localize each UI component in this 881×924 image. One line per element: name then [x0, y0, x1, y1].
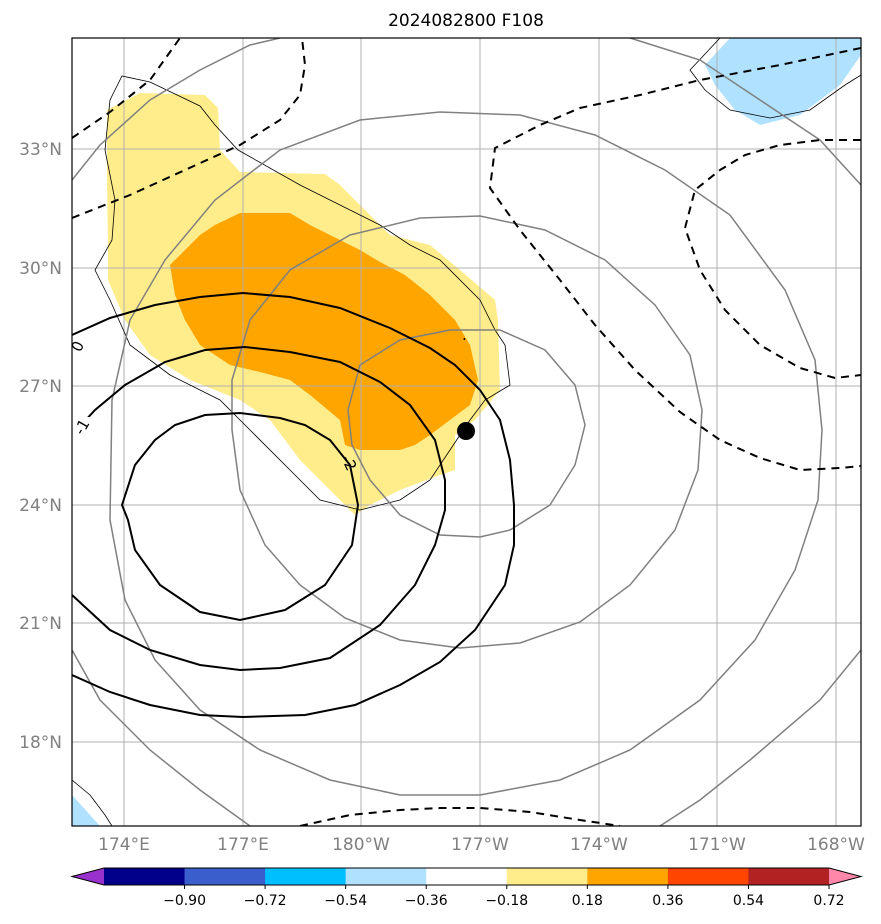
lon-label-177e: 177°E — [217, 835, 269, 855]
feature-outline — [94, 75, 511, 511]
small-mark: . — [462, 326, 467, 344]
map-plot-area: . — [72, 38, 861, 826]
colorbar-segment — [667, 868, 749, 885]
colorbar-segment — [748, 868, 830, 885]
colorbar-tick-label: −0.18 — [485, 893, 528, 909]
plot-frame — [71, 37, 862, 827]
graticule — [72, 38, 861, 826]
colorbar-tick-label: 0.36 — [652, 893, 683, 909]
map-title: 2024082800 F108 — [388, 11, 544, 31]
black-solid-contours — [72, 291, 515, 719]
colorbar-tick-label: −0.72 — [244, 893, 287, 909]
contour-labels: 0 -1 -2 — [65, 334, 360, 474]
lon-label-177w: 177°W — [451, 835, 509, 855]
lat-label-30n: 30°N — [19, 259, 62, 279]
colorbar-segment — [587, 868, 669, 885]
colorbar-tick-label: −0.54 — [324, 893, 367, 909]
colorbar-extend-high — [829, 868, 861, 885]
colorbar-tick-label: −0.90 — [163, 893, 206, 909]
colorbar-segment — [104, 868, 186, 885]
lat-label-33n: 33°N — [19, 140, 62, 160]
lat-label-18n: 18°N — [19, 733, 62, 753]
black-dashed-contours — [72, 38, 861, 826]
colorbar-segment — [265, 868, 347, 885]
lat-label-27n: 27°N — [19, 377, 62, 397]
colorbar-segment — [345, 868, 427, 885]
colorbar: −0.90 −0.72 −0.54 −0.36 −0.18 0.18 0.36 0.54 0.7… — [70, 867, 863, 909]
shade-positive-orange — [170, 213, 478, 450]
shade-negative-southwest — [72, 795, 100, 826]
lon-label-168w: 168°W — [807, 835, 865, 855]
lat-label-21n: 21°N — [19, 614, 62, 634]
colorbar-extend-low — [72, 868, 104, 885]
shade-negative-northeast — [705, 38, 861, 125]
colorbar-tick-label: 0.72 — [813, 893, 844, 909]
storm-center-dot — [457, 422, 475, 440]
colorbar-outline — [70, 867, 863, 886]
lon-label-180w: 180°W — [332, 835, 390, 855]
contour-label-neg2: -2 — [338, 452, 361, 473]
colorbar-segment — [184, 868, 266, 885]
lon-label-174e: 174°E — [98, 835, 150, 855]
colorbar-segment — [426, 868, 508, 885]
colorbar-segment — [506, 868, 588, 885]
feature-outline-sw — [72, 779, 113, 826]
colorbar-tick-label: 0.18 — [572, 893, 603, 909]
latitude-labels: 33°N 30°N 27°N 24°N 21°N 18°N — [19, 140, 62, 753]
lon-label-171w: 171°W — [688, 835, 746, 855]
colorbar-tick-label: 0.54 — [733, 893, 764, 909]
longitude-labels: 174°E 177°E 180°W 177°W 174°W 171°W 168°… — [98, 835, 865, 855]
feature-outline-ne — [689, 38, 861, 119]
lat-label-24n: 24°N — [19, 496, 62, 516]
colorbar-tick-label: −0.36 — [405, 893, 448, 909]
lon-label-174w: 174°W — [570, 835, 628, 855]
